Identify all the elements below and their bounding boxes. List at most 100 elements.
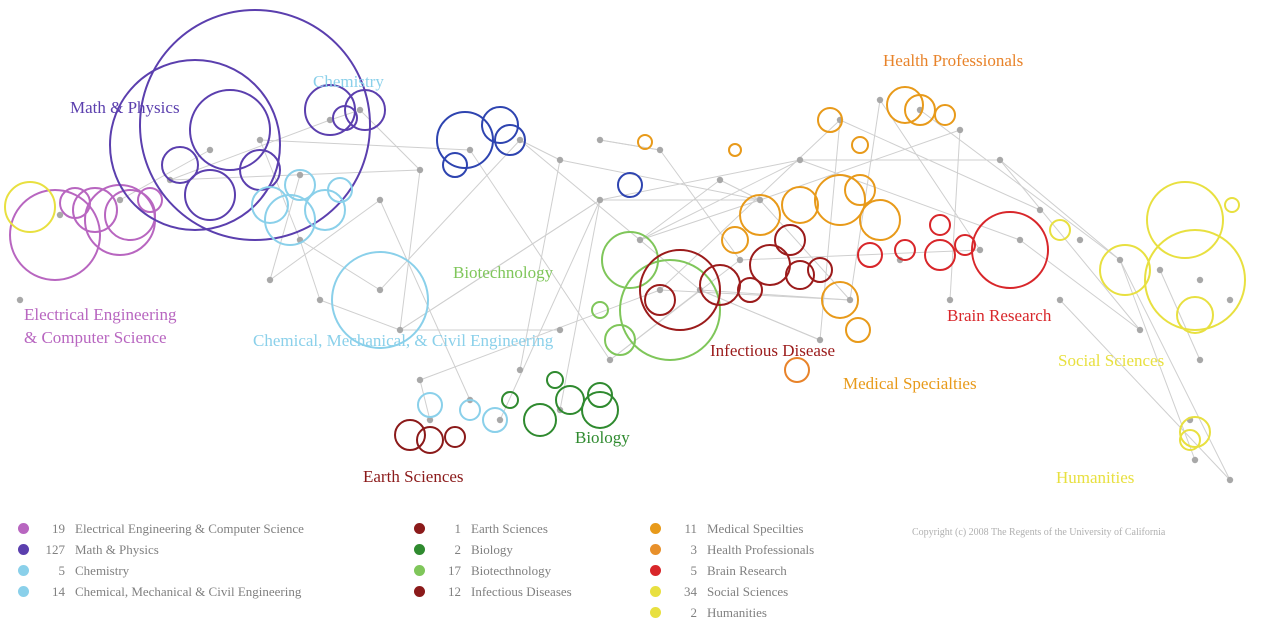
legend-count: 3 (690, 541, 698, 557)
legend-item: 2 Humanities (650, 602, 814, 623)
discipline-circle-health (637, 134, 653, 150)
discipline-circle-brain (929, 214, 951, 236)
network-node (1136, 326, 1144, 334)
discipline-circle-social-left (4, 181, 56, 233)
discipline-circle-chem (331, 251, 429, 349)
network-node (656, 286, 664, 294)
network-edge (269, 174, 301, 281)
network-node (1156, 266, 1164, 274)
network-node (1226, 296, 1234, 304)
network-node (996, 156, 1004, 164)
network-edge (299, 239, 381, 291)
discipline-circle-blue (494, 124, 526, 156)
network-node (296, 171, 304, 179)
legend-dot (650, 607, 661, 618)
discipline-circle-math (189, 89, 271, 171)
discipline-circle-chem (264, 194, 316, 246)
discipline-circle-eecs (59, 187, 91, 219)
network-node (206, 146, 214, 154)
legend-column-2: 1 Earth Sciences 2 Biology 17 Biotecthnolog… (414, 518, 572, 602)
discipline-circle-earth (444, 426, 466, 448)
legend-dot (414, 586, 425, 597)
network-edge (1059, 299, 1231, 481)
network-node (256, 136, 264, 144)
label-chemistry: Chemistry (313, 72, 384, 91)
discipline-circle-math (332, 105, 358, 131)
legend-item: 17 Biotecthnology (414, 560, 572, 581)
network-edge (469, 149, 611, 361)
discipline-circle-medspec (814, 174, 866, 226)
discipline-circle-chem (327, 177, 353, 203)
legend-item: 3 Health Professionals (650, 539, 814, 560)
discipline-circle-infect (737, 277, 763, 303)
network-edge (299, 239, 321, 301)
network-node (116, 196, 124, 204)
discipline-circle-social (1176, 296, 1214, 334)
network-edge (419, 379, 431, 421)
legend-label: Biotecthnology (471, 562, 552, 578)
discipline-circle-chem (284, 169, 316, 201)
discipline-circle-human (1179, 416, 1211, 448)
network-node (556, 156, 564, 164)
discipline-circle-brain (894, 239, 916, 261)
network-node (1016, 236, 1024, 244)
network-node (316, 296, 324, 304)
network-edge (739, 249, 981, 261)
legend-column-1: 19 Electrical Engineering & Computer Scie… (18, 518, 304, 602)
network-edge (519, 139, 701, 291)
legend-label: Social Sciences (707, 583, 789, 599)
discipline-circle-health (851, 136, 869, 154)
network-node (816, 336, 824, 344)
discipline-circle-medspec (859, 199, 901, 241)
discipline-circle-math (161, 146, 199, 184)
discipline-circle-bio (546, 371, 564, 389)
discipline-circle-infect (774, 224, 806, 256)
network-node (1226, 476, 1234, 484)
legend-count: 14 (52, 583, 65, 599)
discipline-circle-bio (581, 391, 619, 429)
discipline-circle-social (1144, 229, 1246, 331)
network-edge (499, 199, 601, 421)
network-edge (399, 169, 421, 331)
discipline-circle-social (1049, 219, 1071, 241)
network-edge (659, 119, 841, 291)
discipline-circle-eecs (72, 187, 118, 233)
network-nodes (16, 96, 1234, 484)
discipline-circle-infect (807, 257, 833, 283)
discipline-circle-medspec (781, 186, 819, 224)
label-biology: Biology (575, 428, 630, 447)
network-edge (999, 159, 1141, 331)
network-node (796, 156, 804, 164)
discipline-circle-blue (442, 152, 468, 178)
discipline-circle-medspec (845, 317, 871, 343)
legend-item: 5 Chemistry (18, 560, 304, 581)
network-node (596, 196, 604, 204)
network-edge (319, 299, 401, 331)
network-node (376, 286, 384, 294)
legend-dot (414, 523, 425, 534)
label-medical-specialties: Medical Specialties (843, 374, 977, 393)
legend-item: 127 Math & Physics (18, 539, 304, 560)
discipline-circle-human (1179, 429, 1201, 451)
discipline-circle-eecs (137, 187, 163, 213)
discipline-circle-bio (501, 391, 519, 409)
label-brain-research: Brain Research (947, 306, 1052, 325)
discipline-circle-health (886, 86, 924, 124)
network-node (756, 196, 764, 204)
legend-dot (18, 565, 29, 576)
legend-count: 2 (690, 604, 698, 620)
discipline-circle-medspec (721, 226, 749, 254)
legend-count: 11 (684, 520, 697, 536)
discipline-circle-earth (416, 426, 444, 454)
discipline-circle-brain (924, 239, 956, 271)
legend-item: 19 Electrical Engineering & Computer Scie… (18, 518, 304, 539)
network-node (1116, 256, 1124, 264)
science-map: Electrical Engineering & Computer Scienc… (4, 9, 1246, 487)
network-node (1056, 296, 1064, 304)
network-edge (559, 159, 761, 201)
discipline-circle-social (1099, 244, 1151, 296)
legend-label: Chemical, Mechanical & Civil Engineering (75, 583, 302, 599)
label-social-sciences: Social Sciences (1058, 351, 1164, 370)
network-edge (1159, 269, 1201, 361)
discipline-circle-blue (617, 172, 643, 198)
